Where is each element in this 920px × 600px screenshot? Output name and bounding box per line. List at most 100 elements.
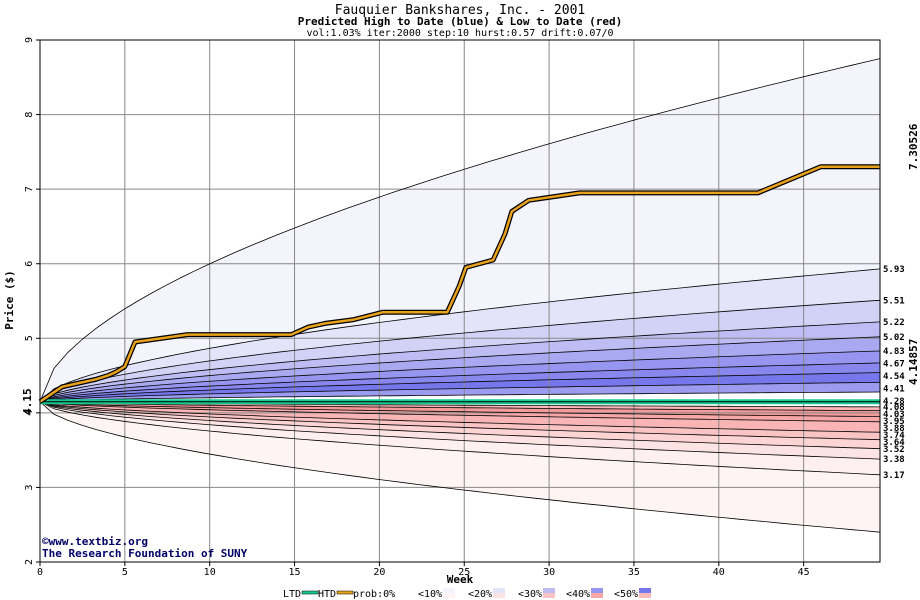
x-tick-label-0: 0 [37, 567, 43, 578]
credit-line-2: The Research Foundation of SUNY [42, 547, 248, 560]
upper-band-line-4 [39, 336, 881, 403]
upper-band-line-5 [39, 350, 881, 403]
upper-end-label-3: 5.02 [883, 333, 905, 343]
x-tick-label-25: 25 [458, 567, 470, 578]
legend: LTD HTD prob:0% <10% <20% <30% <40% <50% [283, 588, 651, 600]
legend-swatch-low-6 [591, 593, 603, 598]
lower-band-line-3 [39, 401, 881, 423]
legend-label-6: <40% [566, 589, 590, 600]
upper-band-1 [40, 58, 880, 402]
lower-band-line-7 [39, 401, 881, 460]
upper-band-line-2 [39, 299, 881, 403]
chart-subtitle: Predicted High to Date (blue) & Low to D… [298, 15, 623, 28]
upper-band-line-0 [39, 58, 881, 402]
lower-end-label-3: 3.88 [883, 424, 905, 434]
upper-band-8 [40, 372, 880, 402]
legend-label-7: <50% [614, 589, 638, 600]
legend-label-1: HTD [318, 589, 336, 600]
x-tick-label-15: 15 [289, 567, 301, 578]
upper-band-4 [40, 321, 880, 402]
x-tick-label-20: 20 [373, 567, 385, 578]
upper-end-label-0: 5.93 [883, 265, 905, 275]
lower-band-line-8 [39, 401, 881, 476]
band-boundary-lines [39, 58, 881, 533]
legend-label-2: prob:0% [353, 589, 395, 600]
lower-end-label-6: 3.52 [883, 445, 905, 455]
upper-band-line-7 [39, 372, 881, 403]
series-lines [38, 164, 880, 405]
plot-frame [39, 39, 881, 563]
x-tick-label-40: 40 [713, 567, 725, 578]
actual-high-label: 7.30526 [907, 123, 920, 170]
lower-end-label-8: 3.17 [883, 471, 905, 481]
lower-band-line-5 [39, 401, 881, 441]
legend-swatch-low-5 [543, 593, 555, 598]
y-tick-label-7: 7 [24, 186, 35, 192]
legend-swatch-1 [336, 590, 354, 595]
x-tick-label-5: 5 [122, 567, 128, 578]
lower-end-label-7: 3.38 [883, 455, 905, 465]
upper-band-7 [40, 362, 880, 402]
y-tick-label-4: 4 [24, 410, 35, 416]
legend-swatch-0 [301, 590, 319, 595]
copyright-icon: © [42, 535, 49, 548]
lower-band-4 [40, 401, 880, 433]
legend-swatch-4 [493, 588, 505, 593]
band-end-labels: 5.93 5.51 5.22 5.02 4.83 4.67 4.54 4.41 4.284.08… [883, 265, 905, 481]
upper-end-label-6: 4.54 [883, 372, 905, 382]
legend-label-4: <20% [468, 589, 492, 600]
legend-swatch-7 [639, 588, 651, 593]
lower-band-line-9 [39, 401, 881, 533]
legend-swatch-low-3 [443, 593, 455, 598]
htd-line [39, 165, 880, 403]
upper-band-6 [40, 351, 880, 402]
credit-line-1: ©www.textbiz.org [42, 535, 148, 548]
upper-band-3 [40, 300, 880, 402]
legend-swatch-5 [543, 588, 555, 593]
upper-band-line-3 [39, 321, 881, 403]
lower-band-9 [40, 401, 880, 533]
y-axis-label: Price ($) [3, 270, 16, 330]
legend-label-5: <30% [518, 589, 542, 600]
upper-band-5 [40, 336, 880, 402]
chart-title: Fauquier Bankshares, Inc. - 2001 [335, 3, 585, 18]
y-tick-label-5: 5 [24, 335, 35, 341]
chart-params: vol:1.03% iter:2000 step:10 hurst:0.57 d… [306, 28, 613, 39]
lower-band-line-4 [39, 401, 881, 433]
lower-end-label-1: 4.03 [883, 410, 905, 420]
y-tick-label-2: 2 [24, 559, 35, 565]
x-tick-label-45: 45 [798, 567, 810, 578]
y-tick-label-8: 8 [24, 112, 35, 118]
legend-swatch-low-4 [493, 593, 505, 598]
x-tick-label-10: 10 [204, 567, 216, 578]
lower-band-6 [40, 401, 880, 449]
grid-lines [40, 40, 880, 562]
x-tick-label-35: 35 [628, 567, 640, 578]
lower-band-5 [40, 401, 880, 440]
upper-end-label-4: 4.83 [883, 347, 905, 357]
credit-url: www.textbiz.org [49, 535, 148, 548]
upper-band-line-6 [39, 362, 881, 403]
legend-swatch-low-7 [639, 593, 651, 598]
y-tick-label-9: 9 [24, 37, 35, 43]
lower-band-1 [40, 401, 880, 411]
upper-end-label-7: 4.41 [883, 384, 905, 394]
y-tick-label-3: 3 [24, 484, 35, 490]
start-price-label: 4.15 [21, 388, 34, 415]
legend-label-0: LTD [283, 589, 301, 600]
upper-end-label-2: 5.22 [883, 318, 905, 328]
upper-band-line-8 [39, 381, 881, 403]
upper-band-line-9 [39, 391, 881, 403]
x-axis-label: Week [447, 573, 474, 586]
legend-label-3: <10% [418, 589, 442, 600]
y-tick-label-6: 6 [24, 261, 35, 267]
lower-band-7 [40, 401, 880, 460]
upper-band-9 [40, 382, 880, 402]
legend-swatch-3 [443, 588, 455, 593]
upper-band-line-1 [39, 268, 881, 402]
upper-end-label-1: 5.51 [883, 296, 905, 306]
x-tick-label-30: 30 [543, 567, 555, 578]
lower-band-line-6 [39, 401, 881, 450]
upper-end-label-5: 4.67 [883, 359, 905, 369]
